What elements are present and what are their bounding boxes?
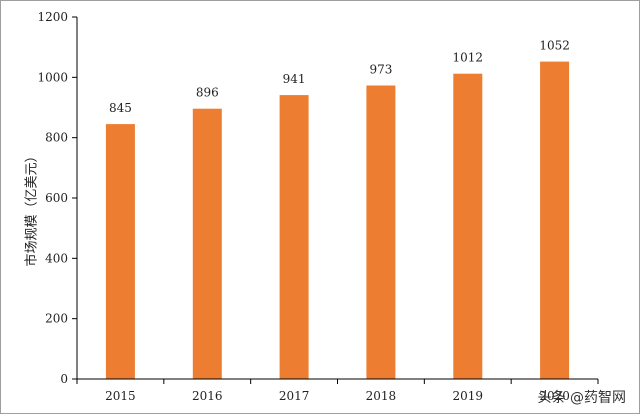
y-axis-title: 市场规模（亿美元） — [24, 149, 40, 266]
bar-2016 — [192, 108, 222, 379]
bar-2020 — [540, 61, 570, 379]
data-label-2020: 1052 — [539, 39, 570, 53]
data-label-2016: 896 — [196, 86, 219, 100]
y-tick-label-600: 600 — [45, 191, 68, 205]
data-label-2015: 845 — [109, 101, 132, 115]
bar-2015 — [105, 124, 135, 379]
y-tick-label-800: 800 — [45, 131, 68, 145]
x-tick-label-2020: 2020 — [539, 389, 570, 403]
x-tick-label-2018: 2018 — [366, 389, 397, 403]
x-tick-label-2017: 2017 — [279, 389, 310, 403]
data-label-2017: 941 — [283, 72, 306, 86]
x-tick-label-2019: 2019 — [453, 389, 484, 403]
axes-layer: 2015 2016 2017 2018 2019 2020 0 200 400 600 800 100… — [37, 10, 599, 403]
watermark: 头条 @药智网 — [538, 389, 626, 406]
y-tick-label-0: 0 — [60, 372, 68, 386]
x-tick-label-2015: 2015 — [105, 389, 136, 403]
bar-2019 — [453, 73, 483, 379]
data-labels-layer: 845 896 941 973 1012 1052 — [109, 39, 570, 116]
bar-2017 — [279, 95, 309, 379]
y-tick-label-1200: 1200 — [37, 10, 68, 24]
x-tick-label-2016: 2016 — [192, 389, 223, 403]
y-tick-label-400: 400 — [45, 251, 68, 265]
y-tick-label-1000: 1000 — [37, 70, 68, 84]
y-tick-label-200: 200 — [45, 312, 68, 326]
bars-layer — [105, 61, 570, 379]
bar-2018 — [366, 85, 396, 379]
data-label-2018: 973 — [369, 63, 392, 77]
data-label-2019: 1012 — [453, 51, 484, 65]
